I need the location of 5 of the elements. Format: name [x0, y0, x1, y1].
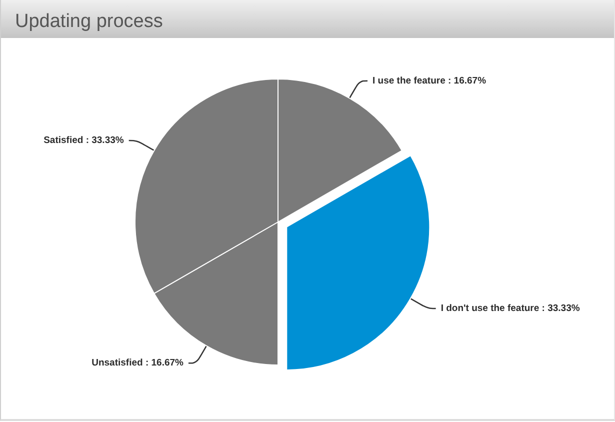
- chart-title: Updating process: [15, 11, 163, 32]
- slice-label: I don't use the feature : 33.33%: [440, 303, 580, 314]
- slice-label: Satisfied : 33.33%: [44, 134, 124, 146]
- slice-label: I use the feature : 16.67%: [372, 75, 487, 86]
- slice-label: Unsatisfied : 16.67%: [92, 358, 184, 369]
